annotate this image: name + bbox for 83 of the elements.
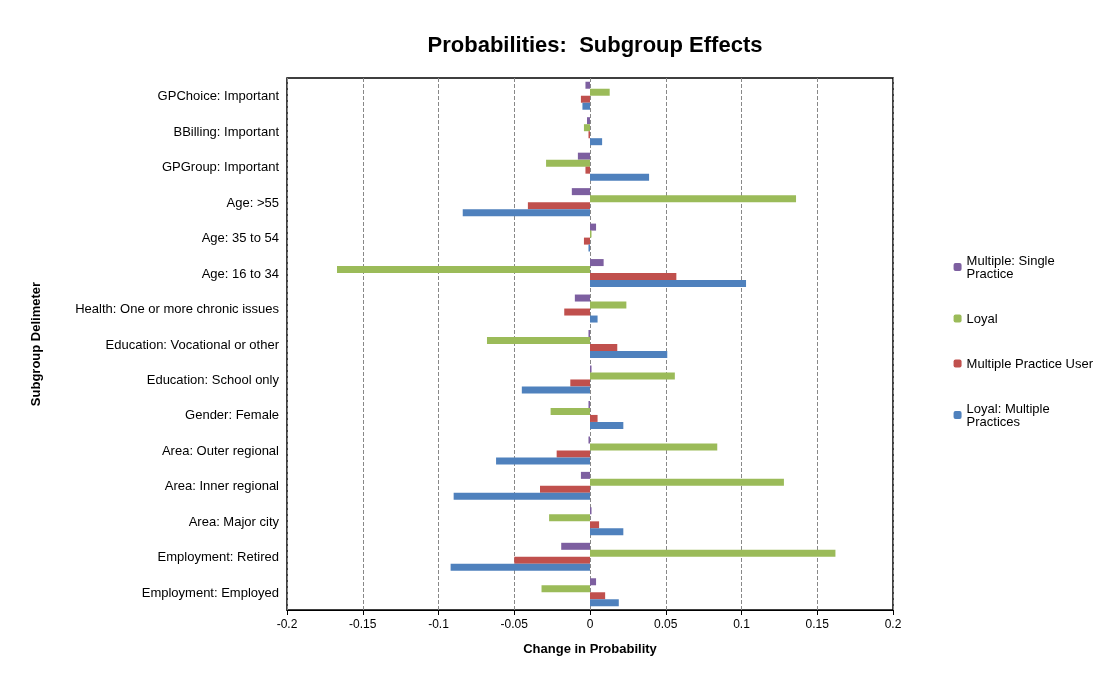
bar: [590, 414, 598, 422]
chart-title: Probabilities: Subgroup Effects: [427, 31, 763, 57]
bar: [590, 478, 784, 486]
bar: [561, 542, 590, 550]
bar: [541, 585, 590, 593]
x-axis-title: Change in Probability: [523, 641, 658, 656]
y-tick-label: Education: School only: [146, 371, 280, 387]
y-tick-label: Age: 16 to 34: [201, 265, 279, 281]
y-tick-label: BBilling: Important: [173, 123, 280, 139]
bar: [514, 556, 590, 564]
y-tick-label: GPGroup: Important: [161, 159, 280, 175]
y-tick-label: Health: One or more chronic issues: [75, 301, 280, 317]
bar: [453, 492, 590, 500]
bar: [590, 599, 619, 607]
legend-label: Loyal: [966, 311, 998, 326]
y-tick-label: Education: Vocational or other: [105, 336, 280, 352]
bar: [586, 117, 590, 125]
y-tick-label: Area: Outer regional: [161, 442, 280, 458]
bar: [580, 471, 590, 479]
bar: [571, 188, 590, 196]
y-tick-label: GPChoice: Important: [157, 88, 280, 104]
bar: [583, 124, 590, 132]
y-tick-label: Gender: Female: [185, 407, 279, 423]
bar: [550, 407, 590, 415]
bar: [590, 195, 797, 203]
y-tick-label: Area: Major city: [188, 513, 280, 529]
bar: [564, 308, 590, 316]
bar: [590, 528, 624, 536]
y-tick-label: Age: 35 to 54: [201, 230, 279, 246]
legend-label: Multiple Practice User: [966, 356, 1094, 371]
bar: [590, 315, 598, 323]
y-tick-label: Area: Inner regional: [164, 478, 280, 494]
x-tick-label: -0.15: [349, 617, 377, 631]
bar: [590, 521, 600, 529]
bar: [556, 450, 590, 458]
x-tick-label: 0.05: [654, 617, 678, 631]
y-axis-title: Subgroup Delimeter: [28, 281, 43, 407]
bar: [590, 549, 836, 557]
bar: [527, 202, 590, 210]
bar: [496, 457, 590, 465]
bar: [585, 166, 590, 174]
bar: [450, 563, 590, 571]
bar: [590, 173, 650, 181]
x-tick-label: 0.15: [805, 617, 830, 631]
bar: [580, 95, 590, 103]
x-tick-label: -0.05: [500, 617, 529, 631]
bar: [590, 344, 618, 351]
x-tick-label: -0.2: [276, 617, 298, 631]
bar: [590, 280, 747, 288]
bar: [585, 81, 590, 89]
x-tick-label: 0.2: [884, 617, 902, 631]
x-tick-label: 0: [586, 617, 594, 631]
bar: [590, 259, 604, 267]
legend-label: Multiple: Single Practice: [966, 253, 1059, 281]
bar: [590, 592, 606, 600]
y-tick-label: Employment: Retired: [157, 549, 279, 565]
bar: [590, 301, 627, 309]
y-tick-label: Employment: Employed: [141, 584, 279, 600]
bar: [590, 88, 610, 96]
bar: [590, 273, 677, 281]
y-tick-label: Age: >55: [226, 194, 279, 210]
bar: [546, 159, 590, 167]
legend-label: Loyal: Multiple Practices: [966, 401, 1054, 429]
bar: [574, 294, 590, 302]
bar: [540, 485, 590, 493]
bar: [590, 421, 624, 429]
bar: [590, 138, 603, 146]
bar: [462, 209, 590, 217]
x-tick-label: -0.1: [428, 617, 450, 631]
bar: [337, 266, 590, 274]
bar: [583, 237, 590, 245]
bar: [590, 578, 597, 586]
x-tick-label: 0.1: [733, 617, 751, 631]
bar: [549, 514, 590, 522]
bar: [486, 337, 590, 344]
bar: [590, 351, 668, 358]
bar: [582, 102, 590, 110]
bar: [590, 443, 718, 451]
bar: [577, 152, 590, 160]
bar: [590, 372, 675, 380]
bar: [521, 386, 590, 394]
bar: [590, 223, 597, 231]
bar: [570, 379, 590, 387]
